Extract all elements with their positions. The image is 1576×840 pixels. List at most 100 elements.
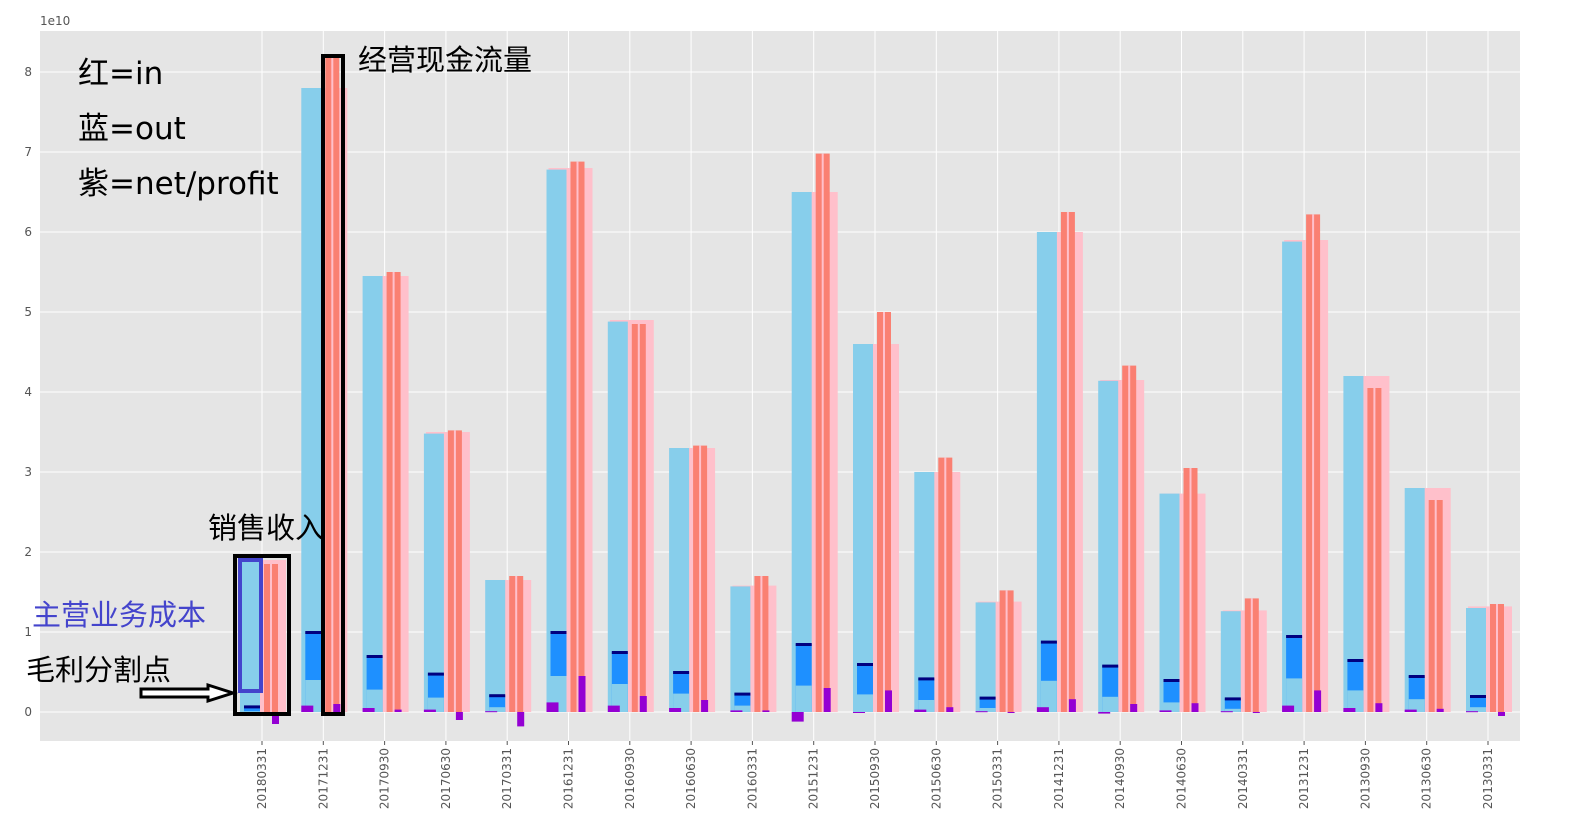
bar-cap-20161231 xyxy=(550,631,567,634)
x-tick-label: 20160331 xyxy=(745,748,759,809)
bar-1-20160630 xyxy=(669,448,690,712)
x-axis-ticks: 20180331 20171231 20170930 20170630 20170331… xyxy=(255,741,1495,809)
bar-6-20160930 xyxy=(607,705,620,712)
bar-6-20170930 xyxy=(362,708,375,712)
bar-stripe-20180331 xyxy=(270,564,272,712)
bar-cap-20160930 xyxy=(611,651,628,654)
legend-line-out: 蓝=out xyxy=(78,111,186,147)
bar-1-20180331 xyxy=(240,560,260,712)
bar-5-20160930 xyxy=(639,696,647,712)
bar-5-20131231 xyxy=(1314,690,1322,712)
bar-5-20170930 xyxy=(394,709,402,712)
bar-1-20150331 xyxy=(975,602,996,712)
bar-3-20130630 xyxy=(1408,699,1425,712)
bar-stripe-20170930 xyxy=(392,272,395,712)
bar-6-20140630 xyxy=(1159,710,1172,712)
bar-5-20130630 xyxy=(1436,708,1444,712)
bar-6-20170331 xyxy=(485,711,498,713)
x-tick-label: 20131231 xyxy=(1297,748,1311,809)
x-tick-label: 20150930 xyxy=(868,748,882,809)
bar-3-20171231 xyxy=(305,680,322,712)
plot-area xyxy=(40,31,1520,741)
bar-3-20170331 xyxy=(489,707,506,712)
bar-6-20131231 xyxy=(1282,705,1295,712)
bar-5-20140630 xyxy=(1191,703,1199,712)
bar-3-20170930 xyxy=(366,689,383,712)
x-tick-label: 20140630 xyxy=(1175,748,1189,809)
operating-cash-flow-label: 经营现金流量 xyxy=(358,43,532,77)
main-business-cost-box xyxy=(238,558,263,693)
bar-1-20130930 xyxy=(1343,376,1364,712)
bar-6-20170630 xyxy=(423,709,436,712)
y-tick-label: 7 xyxy=(24,145,32,159)
bar-6-20160630 xyxy=(669,708,682,712)
legend-line-in: 红=in xyxy=(78,56,163,92)
bar-5-20130930 xyxy=(1375,703,1383,712)
operating-cash-flow-box xyxy=(321,54,345,716)
bar-3-20131231 xyxy=(1286,678,1303,712)
bar-1-20150930 xyxy=(853,344,873,712)
bar-6-20140331 xyxy=(1220,711,1233,713)
bar-3-20140331 xyxy=(1224,708,1241,712)
bar-1-20160930 xyxy=(607,321,628,712)
bar-cap-20150630 xyxy=(918,677,935,681)
bar-5-20160630 xyxy=(701,700,709,712)
x-tick-label: 20151231 xyxy=(807,748,821,809)
x-tick-label: 20130930 xyxy=(1358,748,1372,809)
x-tick-label: 20170630 xyxy=(439,748,453,809)
y-tick-label: 3 xyxy=(24,465,32,479)
bar-1-20161231 xyxy=(546,169,567,713)
bar-stripe-20150331 xyxy=(1005,590,1008,712)
bar-5-20140331 xyxy=(1252,712,1260,713)
bar-1-20141231 xyxy=(1036,232,1057,712)
bar-6-20160331 xyxy=(730,710,743,712)
x-tick-label: 20171231 xyxy=(316,748,330,809)
bar-cap-20180331 xyxy=(244,705,260,709)
bar-cap-20140331 xyxy=(1224,697,1241,701)
bar-6-20150630 xyxy=(914,709,927,712)
bar-cap-20130930 xyxy=(1347,659,1364,662)
bar-3-20170630 xyxy=(427,697,444,712)
bar-3-20140930 xyxy=(1102,696,1119,712)
bar-stripe-20151231 xyxy=(821,153,824,713)
bar-6-20130331 xyxy=(1466,711,1478,713)
bar-stripe-20130930 xyxy=(1373,388,1376,712)
bar-1-20151231 xyxy=(791,192,812,712)
bar-1-20150630 xyxy=(914,472,935,712)
bar-3-20160930 xyxy=(611,684,628,712)
bar-5-20170331 xyxy=(517,712,525,727)
bar-stripe-20150930 xyxy=(883,312,885,712)
bar-cap-20160331 xyxy=(734,692,751,696)
x-tick-label: 20150630 xyxy=(929,748,943,809)
y-tick-label: 5 xyxy=(24,305,32,319)
x-tick-label: 20140331 xyxy=(1236,748,1250,809)
bar-cap-20160630 xyxy=(673,671,690,674)
x-tick-label: 20130331 xyxy=(1481,748,1495,809)
bar-1-20130331 xyxy=(1466,608,1486,712)
bar-3-20130930 xyxy=(1347,690,1364,712)
bar-1-20171231 xyxy=(301,88,322,712)
bar-stripe-20141231 xyxy=(1066,212,1069,712)
bar-3-20130331 xyxy=(1470,707,1486,712)
bar-stripe-20130630 xyxy=(1434,500,1437,712)
bar-3-20141231 xyxy=(1040,680,1057,712)
bar-stripe-20131231 xyxy=(1312,214,1315,712)
x-tick-label: 20140930 xyxy=(1113,748,1127,809)
bar-stripe-20150630 xyxy=(944,457,947,712)
bar-6-20161231 xyxy=(546,702,559,712)
bar-5-20151231 xyxy=(823,688,831,712)
bar-5-20141231 xyxy=(1068,699,1076,712)
bar-6-20150331 xyxy=(975,711,988,713)
x-tick-label: 20150331 xyxy=(991,748,1005,809)
bar-3-20150331 xyxy=(979,708,996,712)
bar-1-20170331 xyxy=(485,580,506,712)
bar-stripe-20170331 xyxy=(515,576,518,712)
bar-5-20170630 xyxy=(455,712,463,720)
bars xyxy=(240,56,1512,727)
x-tick-label: 20161231 xyxy=(562,748,576,809)
bar-cap-20141231 xyxy=(1040,640,1057,644)
gross-profit-arrow xyxy=(139,682,238,704)
bar-1-20170930 xyxy=(362,276,383,712)
bar-cap-20171231 xyxy=(305,631,322,634)
x-tick-label: 20160630 xyxy=(684,748,698,809)
